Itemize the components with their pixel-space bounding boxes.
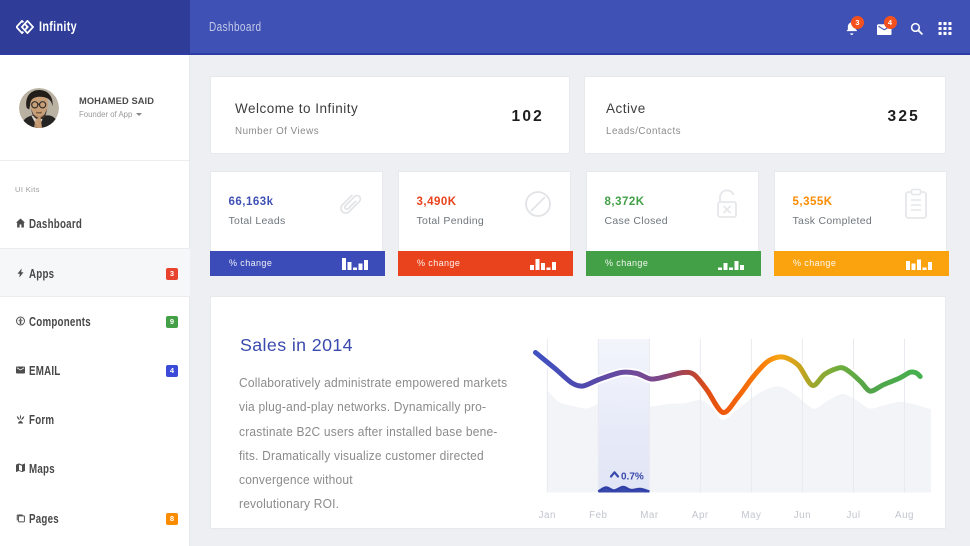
svg-text:Jun: Jun: [794, 510, 811, 521]
svg-text:May: May: [741, 510, 761, 521]
svg-text:Jul: Jul: [846, 510, 860, 521]
svg-text:Mar: Mar: [640, 510, 659, 521]
svg-text:Aug: Aug: [895, 510, 914, 521]
svg-text:Feb: Feb: [589, 510, 607, 521]
svg-text:Apr: Apr: [692, 510, 709, 521]
svg-text:Jan: Jan: [539, 510, 556, 521]
svg-text:0.7%: 0.7%: [621, 472, 644, 483]
